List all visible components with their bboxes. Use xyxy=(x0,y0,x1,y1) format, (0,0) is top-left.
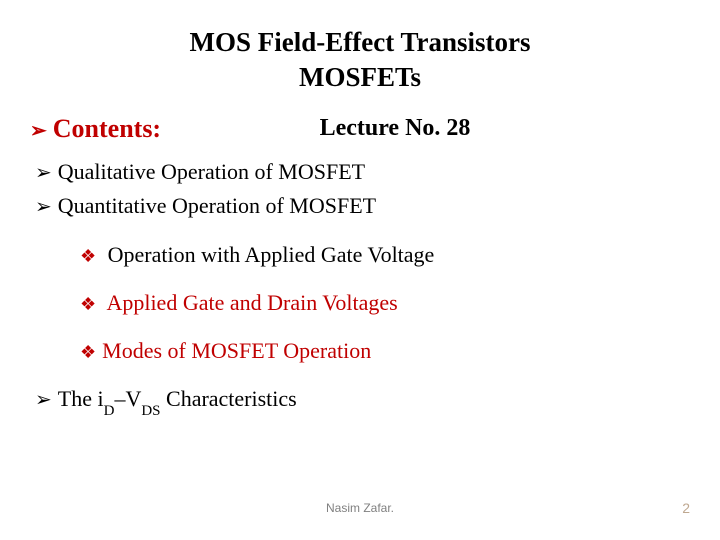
footer-author: Nasim Zafar. xyxy=(326,501,394,515)
slide-title: MOS Field-Effect Transistors MOSFETs xyxy=(30,25,690,95)
title-line-1: MOS Field-Effect Transistors xyxy=(30,25,690,60)
diamond-icon: ❖ xyxy=(80,294,96,314)
diamond-icon: ❖ xyxy=(80,246,96,266)
item-text-mid: –V xyxy=(114,386,141,411)
subscript: DS xyxy=(141,403,160,419)
sub-list-item: ❖ Operation with Applied Gate Voltage xyxy=(80,242,690,268)
arrow-icon: ➢ xyxy=(35,196,52,218)
arrow-icon: ➢ xyxy=(35,162,52,184)
item-text: Qualitative Operation of MOSFET xyxy=(58,159,365,184)
slide-footer: Nasim Zafar. 2 xyxy=(0,501,720,515)
title-line-2: MOSFETs xyxy=(30,60,690,95)
list-item: ➢ Qualitative Operation of MOSFET xyxy=(35,159,690,185)
diamond-icon: ❖ xyxy=(80,342,96,362)
arrow-icon: ➢ xyxy=(35,389,52,411)
footer-page-number: 2 xyxy=(682,500,690,516)
item-text-prefix: The i xyxy=(58,386,104,411)
sub-item-text: Operation with Applied Gate Voltage xyxy=(108,242,435,267)
sub-item-text: Modes of MOSFET Operation xyxy=(102,338,371,363)
sub-item-text: Applied Gate and Drain Voltages xyxy=(106,290,397,315)
item-text-suffix: Characteristics xyxy=(161,386,297,411)
list-item: ➢ Quantitative Operation of MOSFET xyxy=(35,193,690,219)
subscript: D xyxy=(104,403,115,419)
arrow-icon: ➢ xyxy=(30,120,47,142)
sub-list-item: ❖ Applied Gate and Drain Voltages xyxy=(80,290,690,316)
list-item: ➢ The iD–VDS Characteristics xyxy=(35,386,690,416)
item-text: Quantitative Operation of MOSFET xyxy=(58,193,376,218)
sub-list-item: ❖ Modes of MOSFET Operation xyxy=(80,338,690,364)
contents-label: Contents: xyxy=(53,114,161,143)
